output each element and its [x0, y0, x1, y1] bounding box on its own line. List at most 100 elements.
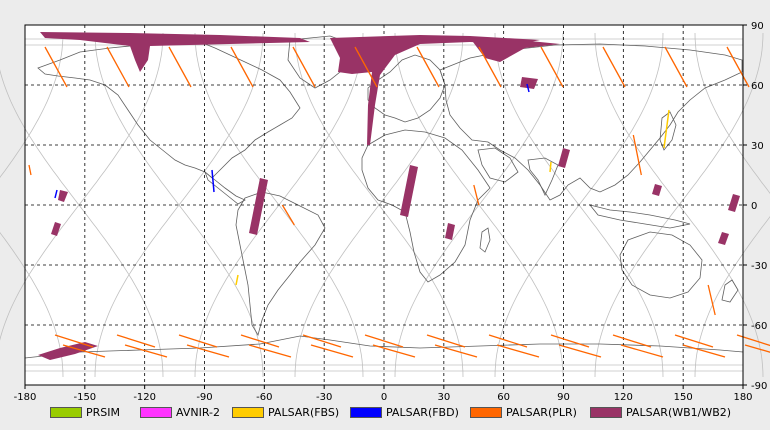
legend-item-prism: PRSIM — [50, 401, 120, 423]
x-tick-label: 0 — [381, 392, 387, 400]
legend-item-avnir2: AVNIR-2 — [140, 401, 220, 423]
swath-fbs-india — [549, 161, 552, 173]
legend-label: PALSAR(FBD) — [386, 405, 459, 419]
coast-arabia — [477, 147, 519, 183]
plr-track — [550, 334, 590, 348]
swath-wb-arctic-east — [470, 38, 560, 62]
legend-swatch — [470, 406, 502, 418]
swath-wb-south-america — [249, 178, 268, 235]
swath-wb-new-guinea — [728, 194, 740, 212]
plr-track — [248, 344, 292, 358]
y-tick-label: 90 — [751, 21, 764, 32]
plr-track — [434, 344, 478, 358]
swath-wb-pacific-north — [58, 190, 68, 202]
plr-track — [62, 344, 106, 358]
swath-wb-pacific-south — [51, 222, 61, 236]
coast-antarctica — [24, 335, 744, 359]
swath-wb-arctic-west — [40, 32, 310, 72]
legend-item-palsar-wb: PALSAR(WB1/WB2) — [590, 401, 731, 423]
swath-fbd-pacific — [54, 189, 58, 199]
y-tick-label: -60 — [751, 321, 767, 332]
swath-wb-africa-west — [400, 165, 418, 217]
plr-track — [478, 46, 502, 88]
legend-swatch — [140, 406, 172, 418]
coast-africa — [361, 129, 491, 283]
swath-wb-africa-south — [445, 223, 455, 240]
plr-track — [602, 46, 626, 88]
legend-swatch — [590, 406, 622, 418]
orbit-track — [0, 232, 64, 378]
x-tick-label: 90 — [557, 392, 570, 400]
plr-track — [54, 334, 94, 348]
legend-label: PALSAR(FBS) — [268, 405, 340, 419]
y-tick-label: 30 — [751, 141, 764, 152]
tick-labels: -180 -150 -120 -90 -60 -30 0 30 60 90 120 150 180 90 6… — [14, 21, 768, 400]
swath-wb-siberia — [520, 77, 538, 89]
plr-track — [178, 334, 218, 348]
legend-item-palsar-fbs: PALSAR(FBS) — [232, 401, 339, 423]
coast-madagascar — [479, 227, 491, 253]
orbit-track — [694, 32, 770, 194]
plr-track — [168, 46, 192, 88]
x-tick-label: 120 — [614, 392, 633, 400]
plr-track — [302, 334, 342, 348]
swath-wb-antarctic — [38, 342, 98, 360]
x-tick-label: 60 — [497, 392, 510, 400]
plr-track — [612, 334, 652, 348]
orbit-track — [694, 216, 770, 378]
swath-wb-melanesia — [718, 232, 729, 245]
plr-track — [473, 184, 480, 206]
swath-fbd-central-america — [211, 169, 215, 193]
plr-track — [496, 344, 540, 358]
y-tick-label: -30 — [751, 261, 767, 272]
plr-track — [124, 344, 168, 358]
plr-track — [310, 344, 354, 358]
plr-track — [726, 46, 750, 88]
y-tick-label: -90 — [751, 381, 767, 392]
legend-label: PALSAR(WB1/WB2) — [626, 405, 732, 419]
plr-track — [364, 334, 404, 348]
coast-new-zealand — [721, 279, 739, 303]
swath-wb-philippines — [652, 184, 662, 196]
coast-europe — [367, 54, 446, 123]
orbit-track — [0, 32, 64, 178]
plr-track — [372, 344, 416, 358]
swath-fbs-japan — [663, 109, 670, 149]
coastlines — [24, 35, 744, 359]
plr-track — [558, 344, 602, 358]
x-tick-label: 30 — [437, 392, 450, 400]
legend-swatch — [232, 406, 264, 418]
plr-track — [230, 46, 254, 88]
observation-swaths — [38, 32, 740, 360]
coast-asia — [439, 43, 743, 201]
swath-fbs-south-america — [235, 274, 239, 286]
x-tick-label: -180 — [14, 392, 37, 400]
plr-track — [416, 46, 440, 88]
plr-track — [240, 334, 280, 348]
orbit-track — [394, 32, 564, 378]
plr-track — [632, 134, 642, 176]
legend-item-palsar-fbd: PALSAR(FBD) — [350, 401, 459, 423]
map-frame — [24, 24, 744, 386]
legend: PRSIM AVNIR-2 PALSAR(FBS) PALSAR(FBD) PA… — [0, 401, 770, 423]
coast-south-america — [235, 191, 326, 337]
coast-japan — [659, 111, 677, 151]
plr-track — [116, 334, 156, 348]
legend-swatch — [50, 406, 82, 418]
y-tick-label: 0 — [751, 201, 757, 212]
x-tick-label: -90 — [196, 392, 212, 400]
plr-track — [292, 46, 316, 88]
map-chart: -180 -150 -120 -90 -60 -30 0 30 60 90 120 150 180 90 6… — [0, 21, 770, 400]
swath-wb-asia — [558, 148, 570, 168]
legend-label: PRSIM — [86, 405, 120, 419]
plr-track — [186, 344, 230, 358]
plr-track — [664, 46, 688, 88]
legend-label: PALSAR(PLR) — [506, 405, 577, 419]
plr-track — [707, 284, 716, 316]
x-tick-label: 150 — [674, 392, 693, 400]
swath-fbd-siberia — [526, 83, 530, 93]
plr-track — [744, 344, 770, 353]
plr-track — [682, 344, 726, 358]
y-tick-label: 60 — [751, 81, 764, 92]
plr-track — [44, 46, 68, 88]
